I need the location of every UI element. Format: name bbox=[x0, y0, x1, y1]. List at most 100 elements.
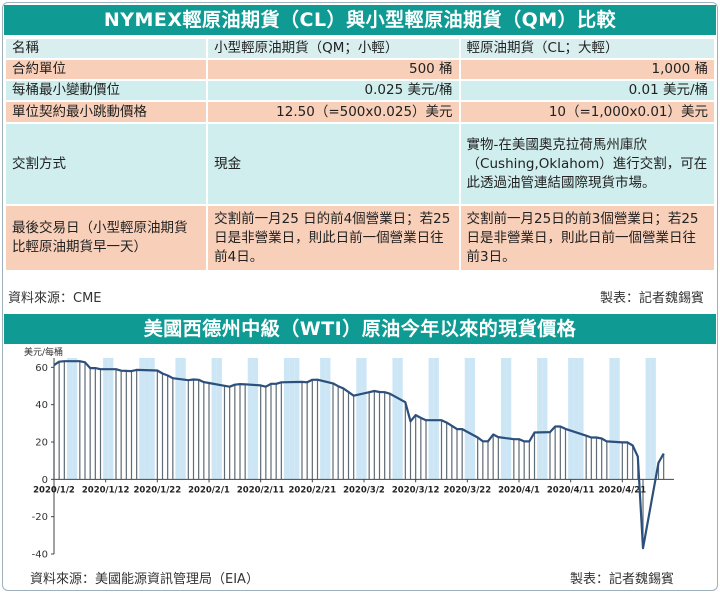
header-qm: 小型輕原油期貨（QM；小輕） bbox=[208, 39, 459, 58]
weekend-shade bbox=[506, 358, 512, 480]
price-bar bbox=[595, 437, 598, 480]
price-bar bbox=[559, 426, 561, 480]
row-qm-value: 交割前一月25 日的前4個營業日；若25日是非營業日，則此日前一個營業日往前4日… bbox=[208, 206, 459, 270]
price-bar bbox=[342, 388, 344, 480]
price-bar bbox=[223, 385, 226, 480]
table-row: 單位契約最小跳動價格 12.50（=500x0.025）美元 10（=1,000… bbox=[6, 102, 714, 122]
chart-source: 資料來源：美國能源資訊管理局（EIA） bbox=[30, 572, 259, 587]
price-bar bbox=[642, 479, 644, 549]
row-cl-value: 實物-在美國奧克拉荷馬州庫欣（Cushing,Oklahom）進行交割，可在此透… bbox=[460, 124, 714, 204]
weekend-shade bbox=[537, 358, 543, 480]
price-bar bbox=[461, 429, 463, 480]
weekend-shade bbox=[609, 358, 615, 480]
price-bar bbox=[368, 392, 370, 480]
weekend-shade bbox=[103, 358, 109, 480]
x-tick-label: 2020/2/1 bbox=[188, 485, 230, 495]
price-bar bbox=[260, 385, 262, 480]
price-bar bbox=[601, 438, 603, 480]
y-tick-label: -40 bbox=[32, 550, 48, 561]
price-bar bbox=[420, 417, 422, 480]
weekend-shade bbox=[216, 358, 222, 480]
price-bar bbox=[229, 386, 231, 480]
price-bar bbox=[79, 361, 81, 480]
price-bar bbox=[626, 442, 629, 480]
price-bar bbox=[518, 439, 520, 480]
price-bar bbox=[353, 395, 355, 480]
row-qm-value: 現金 bbox=[208, 124, 459, 204]
weekend-shade bbox=[180, 358, 186, 480]
price-bar bbox=[136, 369, 138, 480]
weekend-shade bbox=[469, 358, 476, 480]
price-bar bbox=[451, 425, 453, 480]
weekend-shade bbox=[252, 358, 259, 480]
x-tick-label: 2020/4/11 bbox=[547, 485, 595, 495]
price-bar bbox=[497, 437, 499, 480]
row-cl-value: 1,000 桶 bbox=[460, 60, 714, 79]
weekend-shade bbox=[108, 358, 114, 480]
table-row: 最後交易日（小型輕原油期貨比輕原油期貨早一天） 交割前一月25 日的前4個營業日… bbox=[6, 206, 714, 270]
row-qm-value: 0.025 美元/桶 bbox=[208, 81, 459, 100]
price-bar bbox=[663, 453, 665, 480]
weekend-shade bbox=[149, 358, 155, 480]
price-bar bbox=[94, 368, 96, 480]
y-tick-label: 40 bbox=[35, 400, 48, 411]
price-bar bbox=[425, 420, 427, 480]
comparison-table: 名稱 小型輕原油期貨（QM；小輕） 輕原油期貨（CL；大輕） 合約單位 500 … bbox=[4, 37, 716, 272]
weekend-shade bbox=[650, 358, 656, 480]
weekend-shade bbox=[289, 358, 295, 480]
price-bar bbox=[492, 434, 494, 480]
price-bar bbox=[528, 441, 530, 480]
wti-price-chart: -40 -20 0 20 40 60 2020/1/2 2020/1/12 2020/1/22 2… bbox=[24, 346, 674, 561]
weekend-shade bbox=[320, 358, 326, 480]
price-bar bbox=[89, 368, 91, 480]
price-bar bbox=[115, 369, 117, 480]
table-source: 資料來源：CME bbox=[8, 291, 102, 306]
weekend-shade bbox=[568, 358, 574, 480]
price-bar bbox=[456, 429, 458, 480]
weekend-shade bbox=[645, 358, 651, 480]
weekend-shade bbox=[500, 358, 507, 480]
price-bar bbox=[585, 435, 587, 480]
price-bar bbox=[187, 380, 189, 480]
price-bar bbox=[606, 441, 608, 480]
price-bar bbox=[446, 422, 448, 480]
weekend-shade bbox=[247, 358, 253, 480]
price-bar bbox=[99, 369, 102, 480]
weekend-shade bbox=[433, 358, 439, 480]
weekend-shade bbox=[283, 358, 290, 480]
price-bar bbox=[316, 379, 319, 480]
price-bar bbox=[265, 386, 267, 480]
table-row: 合約單位 500 桶 1,000 桶 bbox=[6, 60, 714, 79]
row-cl-value: 0.01 美元/桶 bbox=[460, 81, 714, 100]
weekend-shade bbox=[294, 358, 300, 480]
table-credit: 製表：記者魏錫賓 bbox=[599, 291, 704, 306]
row-label: 每桶最小變動價位 bbox=[6, 81, 207, 100]
price-bar bbox=[477, 437, 479, 480]
price-bar bbox=[373, 391, 375, 480]
weekend-shade bbox=[573, 358, 579, 480]
price-bar bbox=[244, 384, 246, 480]
x-tick-label: 2020/1/22 bbox=[134, 485, 182, 495]
weekend-shade bbox=[542, 358, 548, 480]
price-bar bbox=[239, 384, 241, 480]
price-bar bbox=[337, 386, 339, 480]
price-bar bbox=[161, 373, 164, 480]
price-bar bbox=[621, 442, 623, 480]
x-tick-label: 2020/3/22 bbox=[444, 485, 492, 495]
price-bar bbox=[198, 379, 200, 480]
table-row: 每桶最小變動價位 0.025 美元/桶 0.01 美元/桶 bbox=[6, 81, 714, 100]
x-tick-label: 2020/2/11 bbox=[237, 485, 285, 495]
weekend-shade bbox=[72, 358, 78, 480]
price-bar bbox=[554, 426, 556, 480]
price-bar bbox=[404, 402, 406, 480]
row-cl-value: 交割前一月25日的前3個營業日；若25日是非營業日，則此日前一個營業日往前3日。 bbox=[460, 206, 714, 270]
price-bar bbox=[590, 437, 592, 480]
row-label: 交割方式 bbox=[6, 124, 207, 204]
price-bar bbox=[378, 391, 381, 480]
price-bar bbox=[63, 361, 65, 480]
price-bar bbox=[306, 382, 308, 480]
price-bar bbox=[275, 383, 277, 480]
weekend-shade bbox=[66, 358, 73, 480]
x-tick-label: 2020/3/2 bbox=[343, 485, 385, 495]
